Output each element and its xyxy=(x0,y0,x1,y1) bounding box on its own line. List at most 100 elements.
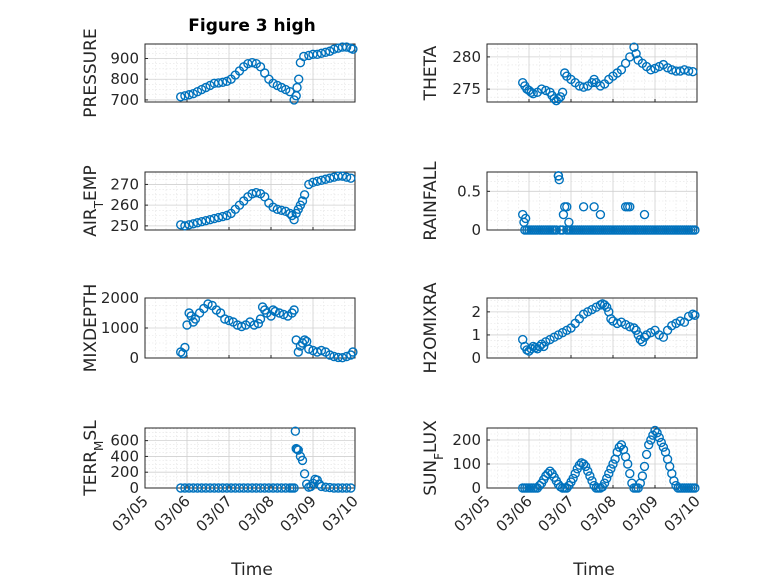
data-point xyxy=(341,172,352,182)
data-point xyxy=(213,78,224,88)
data-point xyxy=(304,344,314,354)
data-point xyxy=(320,174,331,184)
data-point xyxy=(325,173,335,183)
data-point xyxy=(637,471,648,481)
axes-frame xyxy=(144,171,356,231)
axes-frame xyxy=(144,427,356,489)
y-tick-label: 270 xyxy=(110,175,139,193)
subplot-rainfall: 0 0.5 RAINFALL xyxy=(421,161,700,241)
data-point xyxy=(329,44,339,54)
data-point xyxy=(224,315,234,326)
y-tick-label: 700 xyxy=(110,91,139,109)
y-tick-label: 250 xyxy=(110,217,139,235)
data-point xyxy=(595,209,606,220)
y-tick-label: 2000 xyxy=(101,289,139,307)
x-tick-label: 03/09 xyxy=(277,492,320,535)
data-point xyxy=(217,77,228,88)
data-point xyxy=(644,440,654,450)
y-tick-label: 600 xyxy=(110,432,139,450)
data-point xyxy=(581,461,591,472)
data-point xyxy=(192,218,203,228)
data-point xyxy=(658,332,669,342)
x-tick-label: 03/05 xyxy=(451,492,494,535)
data-point xyxy=(316,175,327,185)
data-point xyxy=(289,483,299,493)
y-tick-label: 275 xyxy=(452,80,481,98)
data-point xyxy=(568,473,578,484)
data-point xyxy=(555,92,566,102)
x-tick-label: 03/08 xyxy=(577,492,620,535)
data-point xyxy=(276,205,287,216)
data-point xyxy=(578,82,589,92)
plot-background xyxy=(145,428,355,488)
data-point xyxy=(337,353,348,363)
x-tick-label: 03/06 xyxy=(151,492,194,535)
data-point xyxy=(608,459,618,469)
data-point xyxy=(299,335,310,345)
data-point xyxy=(346,483,356,493)
y-tick-label: 0 xyxy=(471,349,481,367)
data-point xyxy=(602,302,612,312)
data-point xyxy=(551,225,561,235)
data-point xyxy=(639,209,650,220)
data-point xyxy=(294,74,304,84)
data-point xyxy=(325,350,335,360)
data-point xyxy=(299,190,310,200)
data-point xyxy=(631,325,641,336)
data-point xyxy=(587,476,597,486)
data-point xyxy=(629,42,639,52)
data-point xyxy=(564,217,574,227)
data-point xyxy=(299,469,310,479)
data-point xyxy=(201,215,211,226)
y-tick-label: 200 xyxy=(110,463,139,481)
data-point xyxy=(236,321,247,332)
data-point xyxy=(293,445,303,455)
y-axis-label: THETA xyxy=(421,45,441,101)
data-point xyxy=(557,87,568,98)
data-point xyxy=(180,91,190,101)
y-axis-label: H2OMIXRA xyxy=(421,282,441,373)
data-point xyxy=(217,211,228,222)
data-point xyxy=(641,449,652,460)
data-point xyxy=(178,348,188,359)
data-point xyxy=(289,214,299,225)
data-point xyxy=(631,48,641,59)
data-point xyxy=(285,86,295,97)
data-point xyxy=(341,351,352,362)
data-point xyxy=(251,188,261,198)
data-point xyxy=(639,461,650,472)
data-point xyxy=(337,171,348,181)
data-point xyxy=(585,471,595,481)
data-point xyxy=(299,51,309,62)
data-point xyxy=(175,92,186,102)
data-point xyxy=(602,473,612,484)
y-tick-label: 1000 xyxy=(101,319,139,337)
y-tick-label: 2 xyxy=(471,303,481,321)
data-point xyxy=(290,426,301,436)
data-point xyxy=(247,57,257,68)
data-point xyxy=(526,344,536,354)
data-point xyxy=(583,466,593,476)
data-point xyxy=(253,318,264,329)
data-point xyxy=(293,347,303,357)
data-point xyxy=(316,48,327,59)
subplot-grid: 700 800 900 PRESSURE 275 280 THETA 250 260 270AIR… xyxy=(81,28,704,535)
data-point xyxy=(188,219,199,229)
data-point xyxy=(180,221,190,231)
data-point xyxy=(312,49,322,60)
data-point xyxy=(520,213,531,224)
data-point xyxy=(320,47,331,57)
y-axis-label: TERRMSL xyxy=(81,420,106,497)
x-axis-label-left: Time xyxy=(230,560,273,580)
data-point xyxy=(249,320,259,330)
y-axis-label: PRESSURE xyxy=(81,28,101,117)
y-tick-label: 800 xyxy=(110,70,139,88)
y-tick-label: 0 xyxy=(471,221,481,239)
data-point xyxy=(297,455,308,466)
data-point xyxy=(578,459,589,469)
data-point xyxy=(184,90,194,100)
data-point xyxy=(534,341,545,352)
